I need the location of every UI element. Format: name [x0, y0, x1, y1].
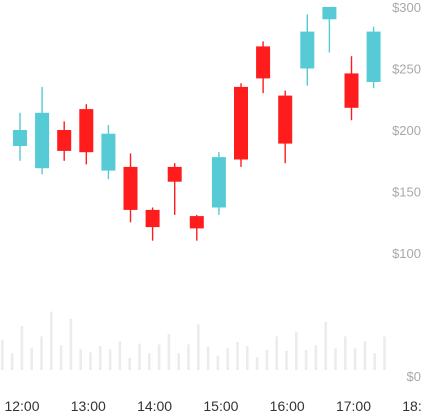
y-tick-label: $200 [392, 123, 421, 138]
volume-bar [324, 322, 327, 370]
volume-bar [363, 341, 367, 370]
y-tick-label: $300 [392, 0, 421, 15]
volume-bar [99, 346, 102, 370]
volume-bar [265, 350, 269, 370]
volume-bar [187, 344, 190, 370]
volume-bar [177, 353, 180, 370]
y-tick-label: $250 [392, 62, 421, 77]
volume-bar [157, 344, 161, 370]
volume-bar [353, 348, 357, 370]
volume-bar [334, 348, 337, 370]
candle-down [344, 56, 359, 121]
y-tick-label: $0 [407, 369, 421, 384]
candle-body [79, 109, 94, 153]
x-tick-label: 16:00 [270, 398, 305, 414]
candle-body [256, 46, 271, 79]
candle-body [57, 130, 72, 151]
volume-bar [30, 347, 33, 370]
y-tick-label: $100 [392, 246, 421, 261]
x-tick-label: 18:00 [402, 398, 421, 414]
candle-body [101, 133, 116, 171]
candle-body [145, 209, 160, 228]
candle-body [13, 130, 27, 146]
candle-up [211, 152, 226, 215]
volume-bar [236, 342, 239, 370]
volume-bars [1, 311, 386, 370]
candle-down [256, 41, 271, 94]
candle-down [167, 163, 182, 215]
volume-bar [383, 336, 386, 370]
volume-bar [69, 318, 73, 370]
x-tick-label: 12:00 [4, 398, 39, 414]
candle-down [189, 214, 204, 241]
candle-down [123, 153, 138, 223]
volume-bar [275, 336, 278, 370]
volume-bar [89, 352, 92, 370]
volume-bar [295, 331, 298, 370]
candles [13, 7, 381, 241]
x-axis-ticks: 12:00 13:00 14:00 15:00 16:00 17:00 18:00 [4, 398, 421, 414]
volume-bar [167, 334, 171, 370]
volume-bar [108, 349, 112, 370]
candle-body [211, 157, 226, 208]
volume-bar [304, 350, 308, 370]
volume-bar [226, 348, 229, 370]
volume-bar [79, 349, 82, 370]
candle-down [145, 207, 160, 241]
candle-up [366, 26, 381, 89]
volume-bar [285, 350, 288, 370]
candle-body [300, 31, 315, 69]
volume-bar [20, 326, 24, 370]
candle-down [278, 90, 293, 164]
volume-bar [373, 353, 376, 370]
candle-body [167, 166, 182, 182]
y-tick-label: $150 [392, 185, 421, 200]
candle-body [234, 86, 248, 160]
volume-bar [128, 358, 131, 370]
volume-bar [50, 311, 53, 370]
x-tick-label: 14:00 [137, 398, 172, 414]
candle-down [234, 83, 248, 167]
volume-bar [1, 339, 4, 370]
candle-up [101, 125, 116, 180]
volume-bar [255, 357, 259, 370]
volume-bar [344, 336, 347, 370]
candle-up [322, 7, 337, 53]
candle-up [13, 112, 27, 161]
candle-down [79, 104, 94, 165]
candle-body [278, 95, 293, 144]
volume-bar [246, 346, 249, 370]
candle-up [35, 86, 50, 175]
volume-bar [59, 345, 63, 370]
candle-body [344, 73, 359, 108]
volume-bar [138, 343, 141, 370]
volume-bar [10, 353, 14, 370]
volume-bar [148, 353, 151, 370]
candle-down [57, 121, 72, 161]
volume-bar [314, 345, 318, 370]
candle-body [322, 7, 337, 20]
y-axis-ticks: $300 $250 $200 $150 $100 $0 [392, 0, 421, 384]
candle-body [35, 112, 50, 169]
volume-bar [197, 324, 200, 370]
volume-bar [118, 341, 122, 370]
x-tick-label: 13:00 [71, 398, 106, 414]
candle-body [189, 216, 204, 229]
x-tick-label: 17:00 [336, 398, 371, 414]
volume-bar [40, 336, 43, 370]
candle-body [366, 31, 381, 83]
volume-bar [216, 355, 220, 370]
volume-bar [206, 346, 210, 370]
x-tick-label: 15:00 [203, 398, 238, 414]
candle-body [123, 166, 138, 210]
candle-up [300, 14, 315, 86]
